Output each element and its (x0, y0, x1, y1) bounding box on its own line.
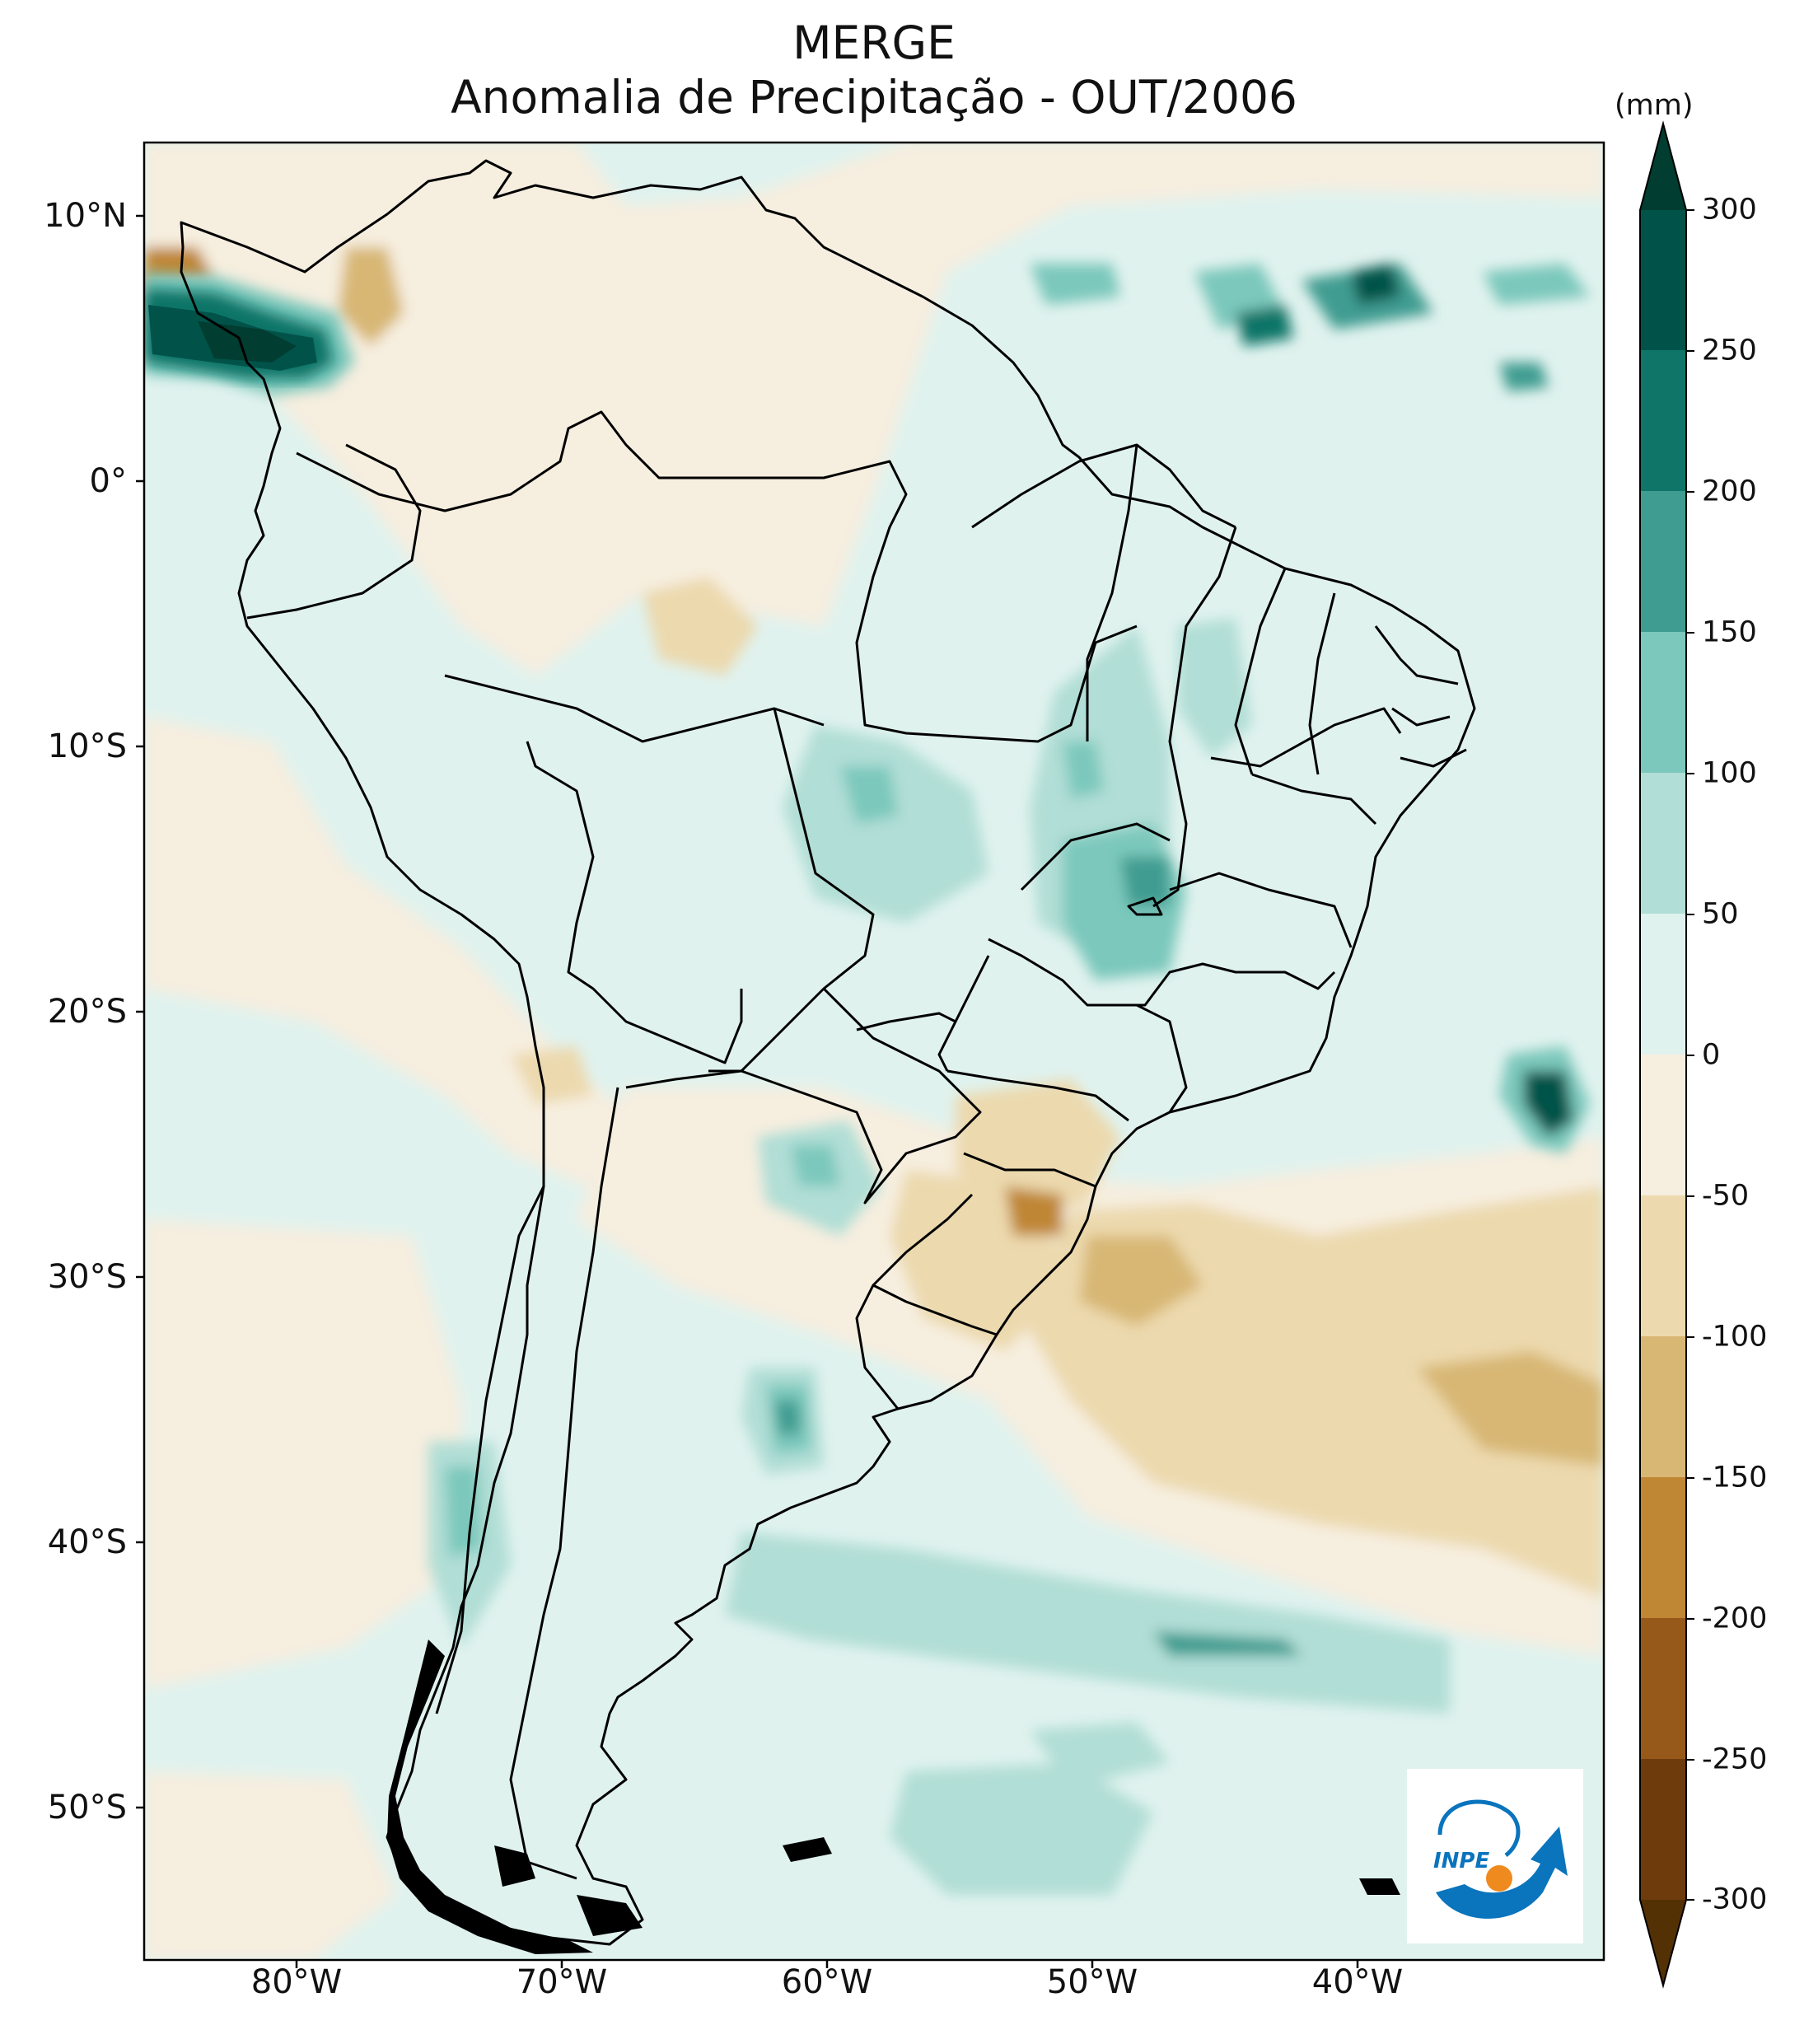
colorbar-tick-label: -50 (1702, 1179, 1750, 1213)
x-tick-label: 70°W (516, 1963, 608, 2001)
y-tick-label: 40°S (47, 1523, 127, 1561)
colorbar-tick-label: 50 (1702, 897, 1739, 931)
colorbar-tick-label: -100 (1702, 1320, 1768, 1354)
colorbar-band-m100-m50 (1640, 1195, 1686, 1337)
colorbar-tick-label: 150 (1702, 615, 1757, 649)
colorbar-bottom-extension (1640, 1900, 1686, 1986)
x-tick-label: 80°W (250, 1963, 343, 2001)
chilean-archipelago (387, 1639, 1400, 1954)
y-tick-label: 20°S (47, 993, 127, 1031)
colorbar-band-100-150 (1640, 632, 1686, 774)
wet-anomaly-areas (428, 264, 1590, 1895)
colorbar-band-0-50 (1640, 914, 1686, 1055)
y-tick-label: 10°S (47, 727, 127, 765)
colorbar-band-m250-m200 (1640, 1618, 1686, 1760)
inpe-logo: INPE (1407, 1769, 1583, 1943)
precipitation-anomaly-field (144, 143, 1604, 1960)
x-tick-label: 60°W (781, 1963, 873, 2001)
colorbar-tick-label: 250 (1702, 334, 1757, 367)
colorbar-tick-label: 300 (1702, 193, 1757, 227)
y-tick-label: 10°N (44, 197, 127, 235)
colorbar-band-50-100 (1640, 773, 1686, 914)
colorbar-band-250-300 (1640, 210, 1686, 351)
colorbar-band-m200-m150 (1640, 1477, 1686, 1619)
colorbar-band-m150-m100 (1640, 1336, 1686, 1478)
country-borders (180, 159, 1476, 1946)
map-title: MERGE (792, 16, 956, 69)
colorbar-tick-label: -250 (1702, 1742, 1768, 1776)
colorbar-tick-label: 200 (1702, 475, 1757, 508)
colorbar-unit: (mm) (1615, 89, 1694, 122)
colorbar-tick-label: 100 (1702, 756, 1757, 790)
map-frame (143, 141, 1605, 1962)
colorbar-tick-label: -300 (1702, 1883, 1768, 1916)
map-subtitle: Anomalia de Precipitação - OUT/2006 (451, 71, 1297, 124)
colorbar-band-m50-0 (1640, 1055, 1686, 1196)
pacific-wet-anomaly (144, 272, 354, 395)
colorbar-top-extension (1640, 124, 1686, 210)
colorbar-tick-label: -200 (1702, 1602, 1768, 1635)
axis-ticks (136, 214, 1359, 1968)
colorbar-tick-label: -150 (1702, 1461, 1768, 1494)
inpe-logo-text: INPE (1433, 1849, 1489, 1873)
y-tick-label: 30°S (47, 1258, 127, 1296)
colorbar-band-200-250 (1640, 350, 1686, 492)
colorbar-tick-label: 0 (1702, 1038, 1721, 1072)
colorbar-band-m300-m250 (1640, 1759, 1686, 1900)
y-tick-label: 0° (89, 462, 127, 500)
continent-outline (180, 159, 1476, 1946)
colorbar-band-150-200 (1640, 491, 1686, 633)
inpe-logo-graphic: INPE (1433, 1799, 1568, 1919)
x-tick-label: 50°W (1046, 1963, 1138, 2001)
y-tick-label: 50°S (47, 1789, 127, 1827)
x-tick-label: 40°W (1311, 1963, 1404, 2001)
colorbar-ticks (1686, 209, 1694, 1901)
colorbar (1639, 120, 1694, 1989)
